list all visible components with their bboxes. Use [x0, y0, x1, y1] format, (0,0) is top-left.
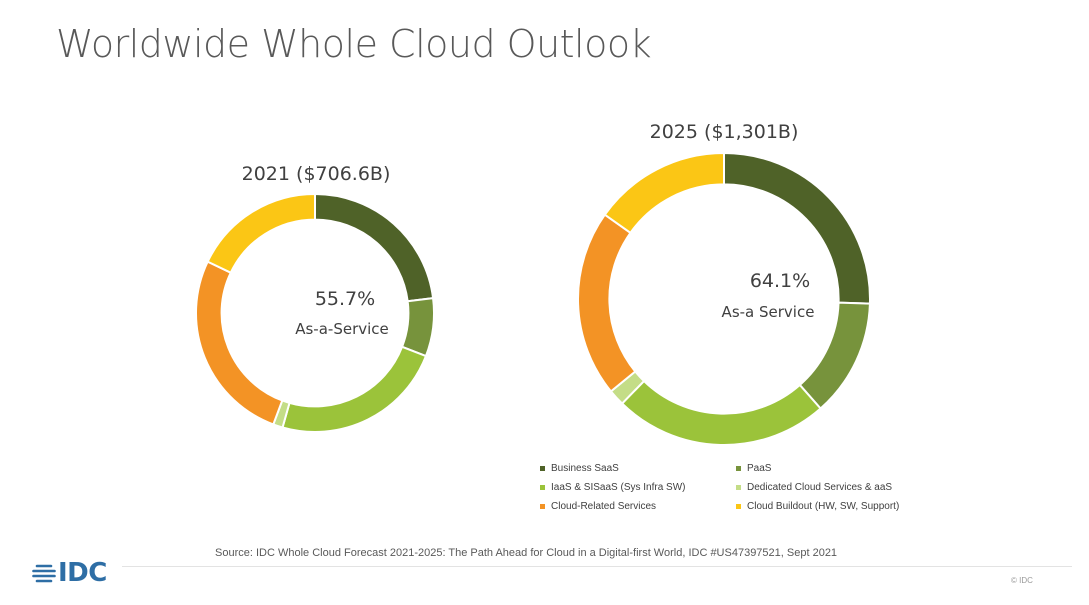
copyright: © IDC: [1011, 576, 1033, 585]
donut-slice-paas: [400, 296, 435, 358]
donut-slice-iaas-sisaas-sys-infra-sw: [281, 345, 428, 433]
legend-swatch: [736, 484, 741, 490]
source-note: Source: IDC Whole Cloud Forecast 2021-20…: [215, 547, 838, 559]
idc-logo: IDC: [32, 558, 107, 588]
legend-swatch: [540, 484, 545, 490]
legend-item-business-saas: Business SaaS: [540, 461, 736, 475]
legend-label: Cloud-Related Services: [551, 500, 657, 512]
donut-slice-business-saas: [314, 192, 435, 303]
legend-item-dedicated-cloud: Dedicated Cloud Services & aaS: [736, 480, 932, 494]
center-label-2025: As-a Service: [721, 303, 815, 321]
chart-title-2021: 2021 ($706.6B): [241, 163, 391, 185]
donut-slice-iaas-sisaas-sys-infra-sw: [620, 379, 822, 446]
donut-slice-cloud-buildout-hw-sw-support: [206, 192, 316, 275]
legend-item-iaas-sisaas: IaaS & SISaaS (Sys Infra SW): [540, 480, 736, 494]
center-value-2021: 55.7%: [314, 288, 376, 310]
legend-swatch: [736, 503, 741, 509]
legend-swatch: [540, 465, 545, 471]
donut-chart-2025: [577, 151, 871, 446]
footer-divider: [122, 566, 1072, 567]
chart-legend: Business SaaS PaaS IaaS & SISaaS (Sys In…: [540, 461, 932, 513]
donut-slice-cloud-buildout-hw-sw-support: [603, 151, 725, 235]
legend-swatch: [540, 503, 545, 509]
chart-title-2025: 2025 ($1,301B): [649, 121, 799, 143]
donut-slice-cloud-related-services: [195, 260, 284, 426]
donut-slice-cloud-related-services: [577, 213, 637, 393]
legend-label: IaaS & SISaaS (Sys Infra SW): [551, 481, 686, 493]
legend-item-paas: PaaS: [736, 461, 932, 475]
donut-chart-2021: [195, 192, 435, 433]
legend-swatch: [736, 465, 741, 471]
idc-logo-text: IDC: [58, 558, 107, 588]
legend-item-cloud-buildout: Cloud Buildout (HW, SW, Support): [736, 499, 932, 513]
legend-label: PaaS: [747, 462, 772, 474]
legend-label: Dedicated Cloud Services & aaS: [747, 481, 893, 493]
legend-item-cloud-related-services: Cloud-Related Services: [540, 499, 736, 513]
legend-label: Cloud Buildout (HW, SW, Support): [747, 500, 900, 512]
idc-globe-icon: [32, 564, 56, 583]
center-label-2021: As-a-Service: [295, 320, 389, 338]
slide-title: Worldwide Whole Cloud Outlook: [56, 22, 652, 66]
center-value-2025: 64.1%: [749, 270, 811, 292]
legend-label: Business SaaS: [551, 462, 619, 474]
